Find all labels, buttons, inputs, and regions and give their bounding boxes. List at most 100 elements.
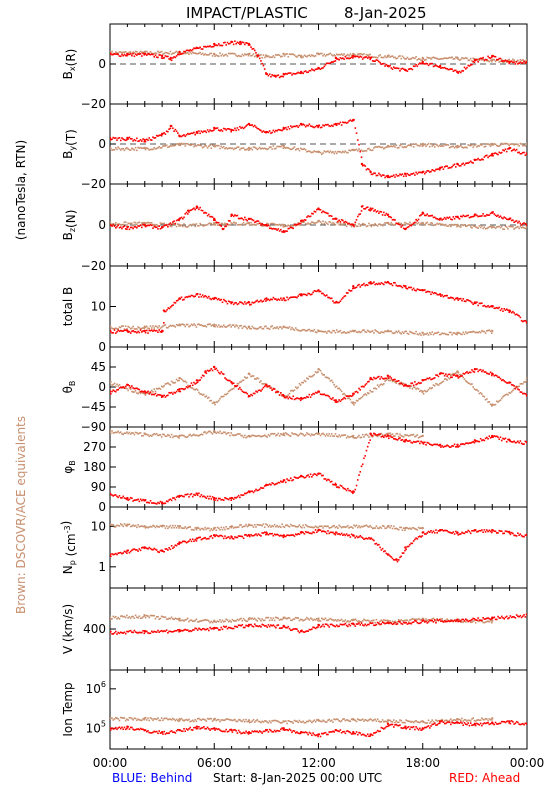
data-dot: [154, 148, 157, 150]
data-dot: [194, 538, 196, 541]
data-dot: [458, 145, 461, 148]
data-dot: [417, 526, 420, 529]
data-dot: [155, 226, 158, 229]
data-point: [421, 142, 424, 146]
data-dot: [213, 145, 215, 147]
data-dot: [277, 298, 280, 300]
data-dot: [147, 501, 149, 504]
data-dot: [203, 528, 205, 531]
data-dot: [487, 214, 489, 217]
data-dot: [404, 221, 406, 224]
data-dot: [257, 533, 260, 535]
data-dot: [231, 52, 234, 55]
data-dot: [512, 143, 514, 145]
data-dot: [110, 523, 112, 526]
panel-frame: [109, 346, 528, 428]
data-dot: [493, 435, 496, 437]
data-dot: [402, 382, 405, 385]
data-dot: [383, 147, 385, 150]
data-dot: [262, 54, 265, 56]
data-dot: [373, 527, 375, 529]
data-dot: [390, 282, 393, 285]
data-dot: [459, 297, 462, 300]
series-ahead: [110, 280, 527, 334]
data-dot: [276, 145, 278, 148]
data-dot: [183, 540, 185, 543]
data-dot: [488, 329, 491, 332]
data-dot: [277, 327, 280, 330]
data-dot: [206, 223, 209, 226]
data-dot: [407, 385, 410, 388]
data-dot: [319, 52, 322, 55]
data-dot: [178, 225, 180, 227]
data-dot: [126, 146, 128, 149]
data-dot: [118, 494, 121, 497]
data-dot: [380, 211, 383, 213]
data-dot: [338, 524, 340, 527]
data-dot: [143, 432, 146, 435]
data-dot: [337, 387, 339, 390]
data-dot: [267, 224, 270, 227]
data-dot: [397, 174, 400, 177]
data-dot: [181, 495, 184, 498]
data-dot: [292, 227, 295, 230]
data-dot: [502, 379, 504, 381]
data-dot: [266, 484, 268, 486]
data-dot: [397, 380, 400, 382]
data-dot: [503, 380, 506, 382]
data-dot: [266, 225, 268, 227]
data-dot: [121, 386, 123, 389]
data-dot: [139, 224, 142, 227]
data-dot: [386, 280, 389, 283]
data-dot: [126, 228, 128, 231]
data-dot: [124, 228, 127, 230]
data-dot: [445, 223, 447, 226]
data-dot: [356, 53, 359, 55]
data-dot: [301, 72, 303, 74]
data-dot: [381, 174, 384, 176]
data-dot: [226, 536, 229, 539]
data-dot: [335, 525, 338, 528]
data-dot: [379, 210, 381, 213]
data-dot: [412, 527, 415, 529]
data-dot: [435, 223, 437, 226]
data-dot: [453, 332, 456, 334]
data-dot: [157, 526, 159, 528]
data-dot: [472, 60, 474, 63]
data-dot: [175, 130, 178, 133]
data-dot: [302, 293, 304, 296]
data-dot: [483, 156, 486, 158]
data-dot: [296, 526, 298, 528]
data-dot: [350, 56, 353, 59]
data-dot: [487, 304, 489, 307]
data-dot: [293, 296, 296, 298]
data-dot: [318, 53, 321, 56]
data-dot: [258, 54, 261, 57]
data-dot: [523, 60, 525, 63]
data-dot: [177, 299, 179, 302]
data-dot: [443, 378, 446, 380]
data-dot: [358, 56, 360, 59]
data-dot: [427, 334, 430, 336]
data-dot: [369, 58, 371, 61]
data-dot: [215, 127, 218, 130]
data-dot: [288, 434, 291, 437]
data-dot: [433, 385, 436, 387]
data-dot: [244, 216, 246, 219]
data-dot: [174, 392, 177, 394]
data-dot: [397, 435, 400, 438]
data-dot: [354, 525, 357, 528]
data-dot: [514, 387, 517, 390]
data-dot: [258, 129, 261, 131]
data-dot: [464, 215, 467, 218]
data-dot: [324, 478, 327, 480]
data-dot: [271, 298, 273, 301]
data-dot: [347, 57, 349, 59]
data-dot: [172, 57, 174, 59]
data-dot: [284, 395, 287, 397]
data-dot: [124, 54, 127, 57]
data-dot: [391, 223, 394, 226]
data-dot: [224, 528, 226, 531]
data-dot: [275, 434, 277, 437]
data-dot: [461, 299, 463, 302]
